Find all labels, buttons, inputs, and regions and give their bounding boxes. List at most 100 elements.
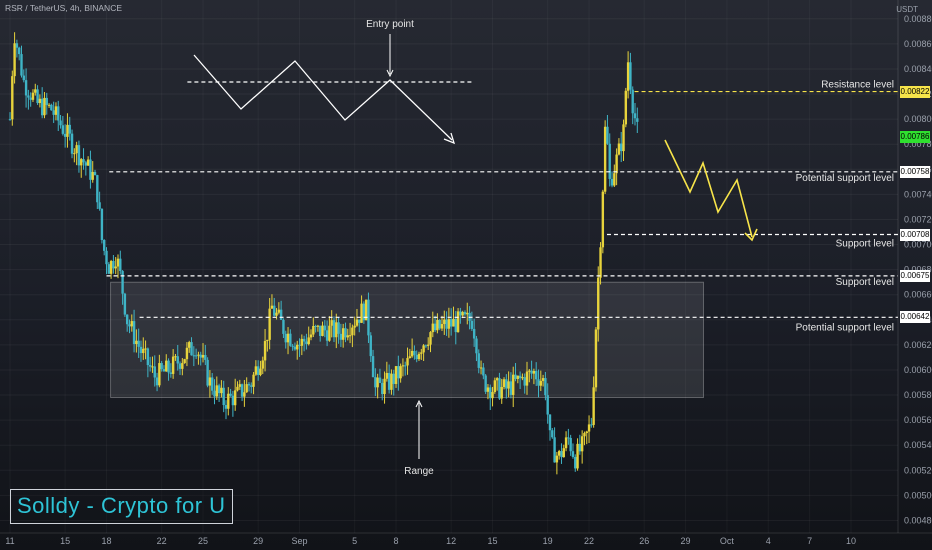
candle-body [564, 437, 568, 449]
candle-body [335, 322, 338, 338]
price-badge: 0.00675 [900, 269, 930, 282]
candle-body [424, 345, 428, 347]
candle-body [208, 377, 212, 386]
time-tick-label: 22 [584, 536, 594, 546]
candle-body [298, 344, 301, 346]
candle-body [181, 363, 184, 369]
time-tick-label: 26 [639, 536, 649, 546]
candle-body [89, 159, 92, 180]
time-tick-label: 19 [543, 536, 553, 546]
candle-body [491, 392, 494, 399]
candle-body [268, 308, 271, 340]
candle-body [160, 363, 163, 370]
candle-body [176, 356, 179, 364]
candle-body [86, 159, 90, 166]
price-tick-label: 0.00680 [904, 265, 932, 275]
candle-body [323, 325, 327, 331]
candle-body [353, 325, 356, 328]
candle-body [404, 365, 407, 367]
candle-body [45, 97, 48, 106]
candle-body [523, 377, 526, 386]
candle-body [252, 374, 255, 387]
candle-body [68, 124, 71, 134]
candle-body [521, 377, 524, 379]
candle-body [534, 370, 538, 380]
candle-body [394, 366, 398, 384]
candle-body [583, 433, 586, 437]
candle-body [224, 405, 228, 409]
candle-body [24, 80, 28, 96]
candle-body [406, 358, 409, 366]
candle-body [220, 387, 223, 394]
candle-body [449, 319, 453, 327]
candle-body [590, 424, 593, 426]
candle-body [378, 377, 382, 383]
candle-body [238, 384, 241, 387]
candle-body [636, 118, 639, 122]
price-badge: 0.00758 [900, 165, 930, 178]
candle-body [20, 54, 23, 76]
candle-body [77, 145, 81, 166]
candle-body [546, 395, 549, 415]
price-badge: 0.00822 [900, 85, 930, 98]
candle-body [433, 323, 437, 331]
candle-body [482, 367, 485, 376]
candle-body [560, 451, 563, 458]
candle-body [461, 312, 464, 316]
time-tick-label: 5 [352, 536, 357, 546]
candle-body [399, 366, 402, 379]
candle-body [557, 451, 561, 456]
time-tick-label: 11 [5, 536, 14, 546]
candle-body [436, 319, 439, 331]
candle-body [364, 299, 368, 321]
candle-body [17, 47, 21, 55]
candle-body [466, 312, 469, 315]
candle-body [553, 437, 556, 463]
candle-body [43, 97, 46, 116]
candle-body [610, 178, 614, 186]
candle-body [197, 354, 200, 356]
candle-body [59, 120, 62, 126]
candle-body [54, 106, 58, 115]
candle-body [185, 347, 189, 360]
candle-body [514, 374, 517, 379]
time-tick-label: 8 [394, 536, 399, 546]
time-tick-label: Oct [720, 536, 735, 546]
level-label: Potential support level [796, 322, 894, 333]
time-tick-label: 18 [102, 536, 112, 546]
candle-body [567, 437, 570, 439]
time-tick-label: 7 [807, 536, 812, 546]
candle-body [502, 379, 506, 387]
candle-body [105, 250, 108, 265]
candle-body [328, 325, 331, 341]
candle-body [300, 338, 304, 346]
candle-body [374, 377, 377, 388]
candle-body [576, 443, 579, 469]
candle-body [470, 320, 474, 329]
candle-body [222, 387, 225, 406]
candle-body [98, 202, 101, 209]
candle-body [505, 379, 508, 389]
candle-body [240, 384, 244, 397]
price-tick-label: 0.00480 [904, 515, 932, 525]
candle-body [229, 393, 232, 396]
candle-body [360, 303, 363, 323]
candle-body [431, 323, 434, 333]
level-label: Potential support level [796, 173, 894, 184]
candle-body [541, 378, 545, 381]
candle-body [153, 366, 156, 378]
candle-body [401, 365, 405, 367]
candle-body [438, 319, 441, 329]
candle-body [270, 305, 274, 309]
candle-body [312, 326, 315, 335]
candle-body [624, 90, 628, 125]
candle-body [339, 333, 343, 340]
candle-body [192, 355, 196, 357]
candle-body [355, 319, 359, 326]
